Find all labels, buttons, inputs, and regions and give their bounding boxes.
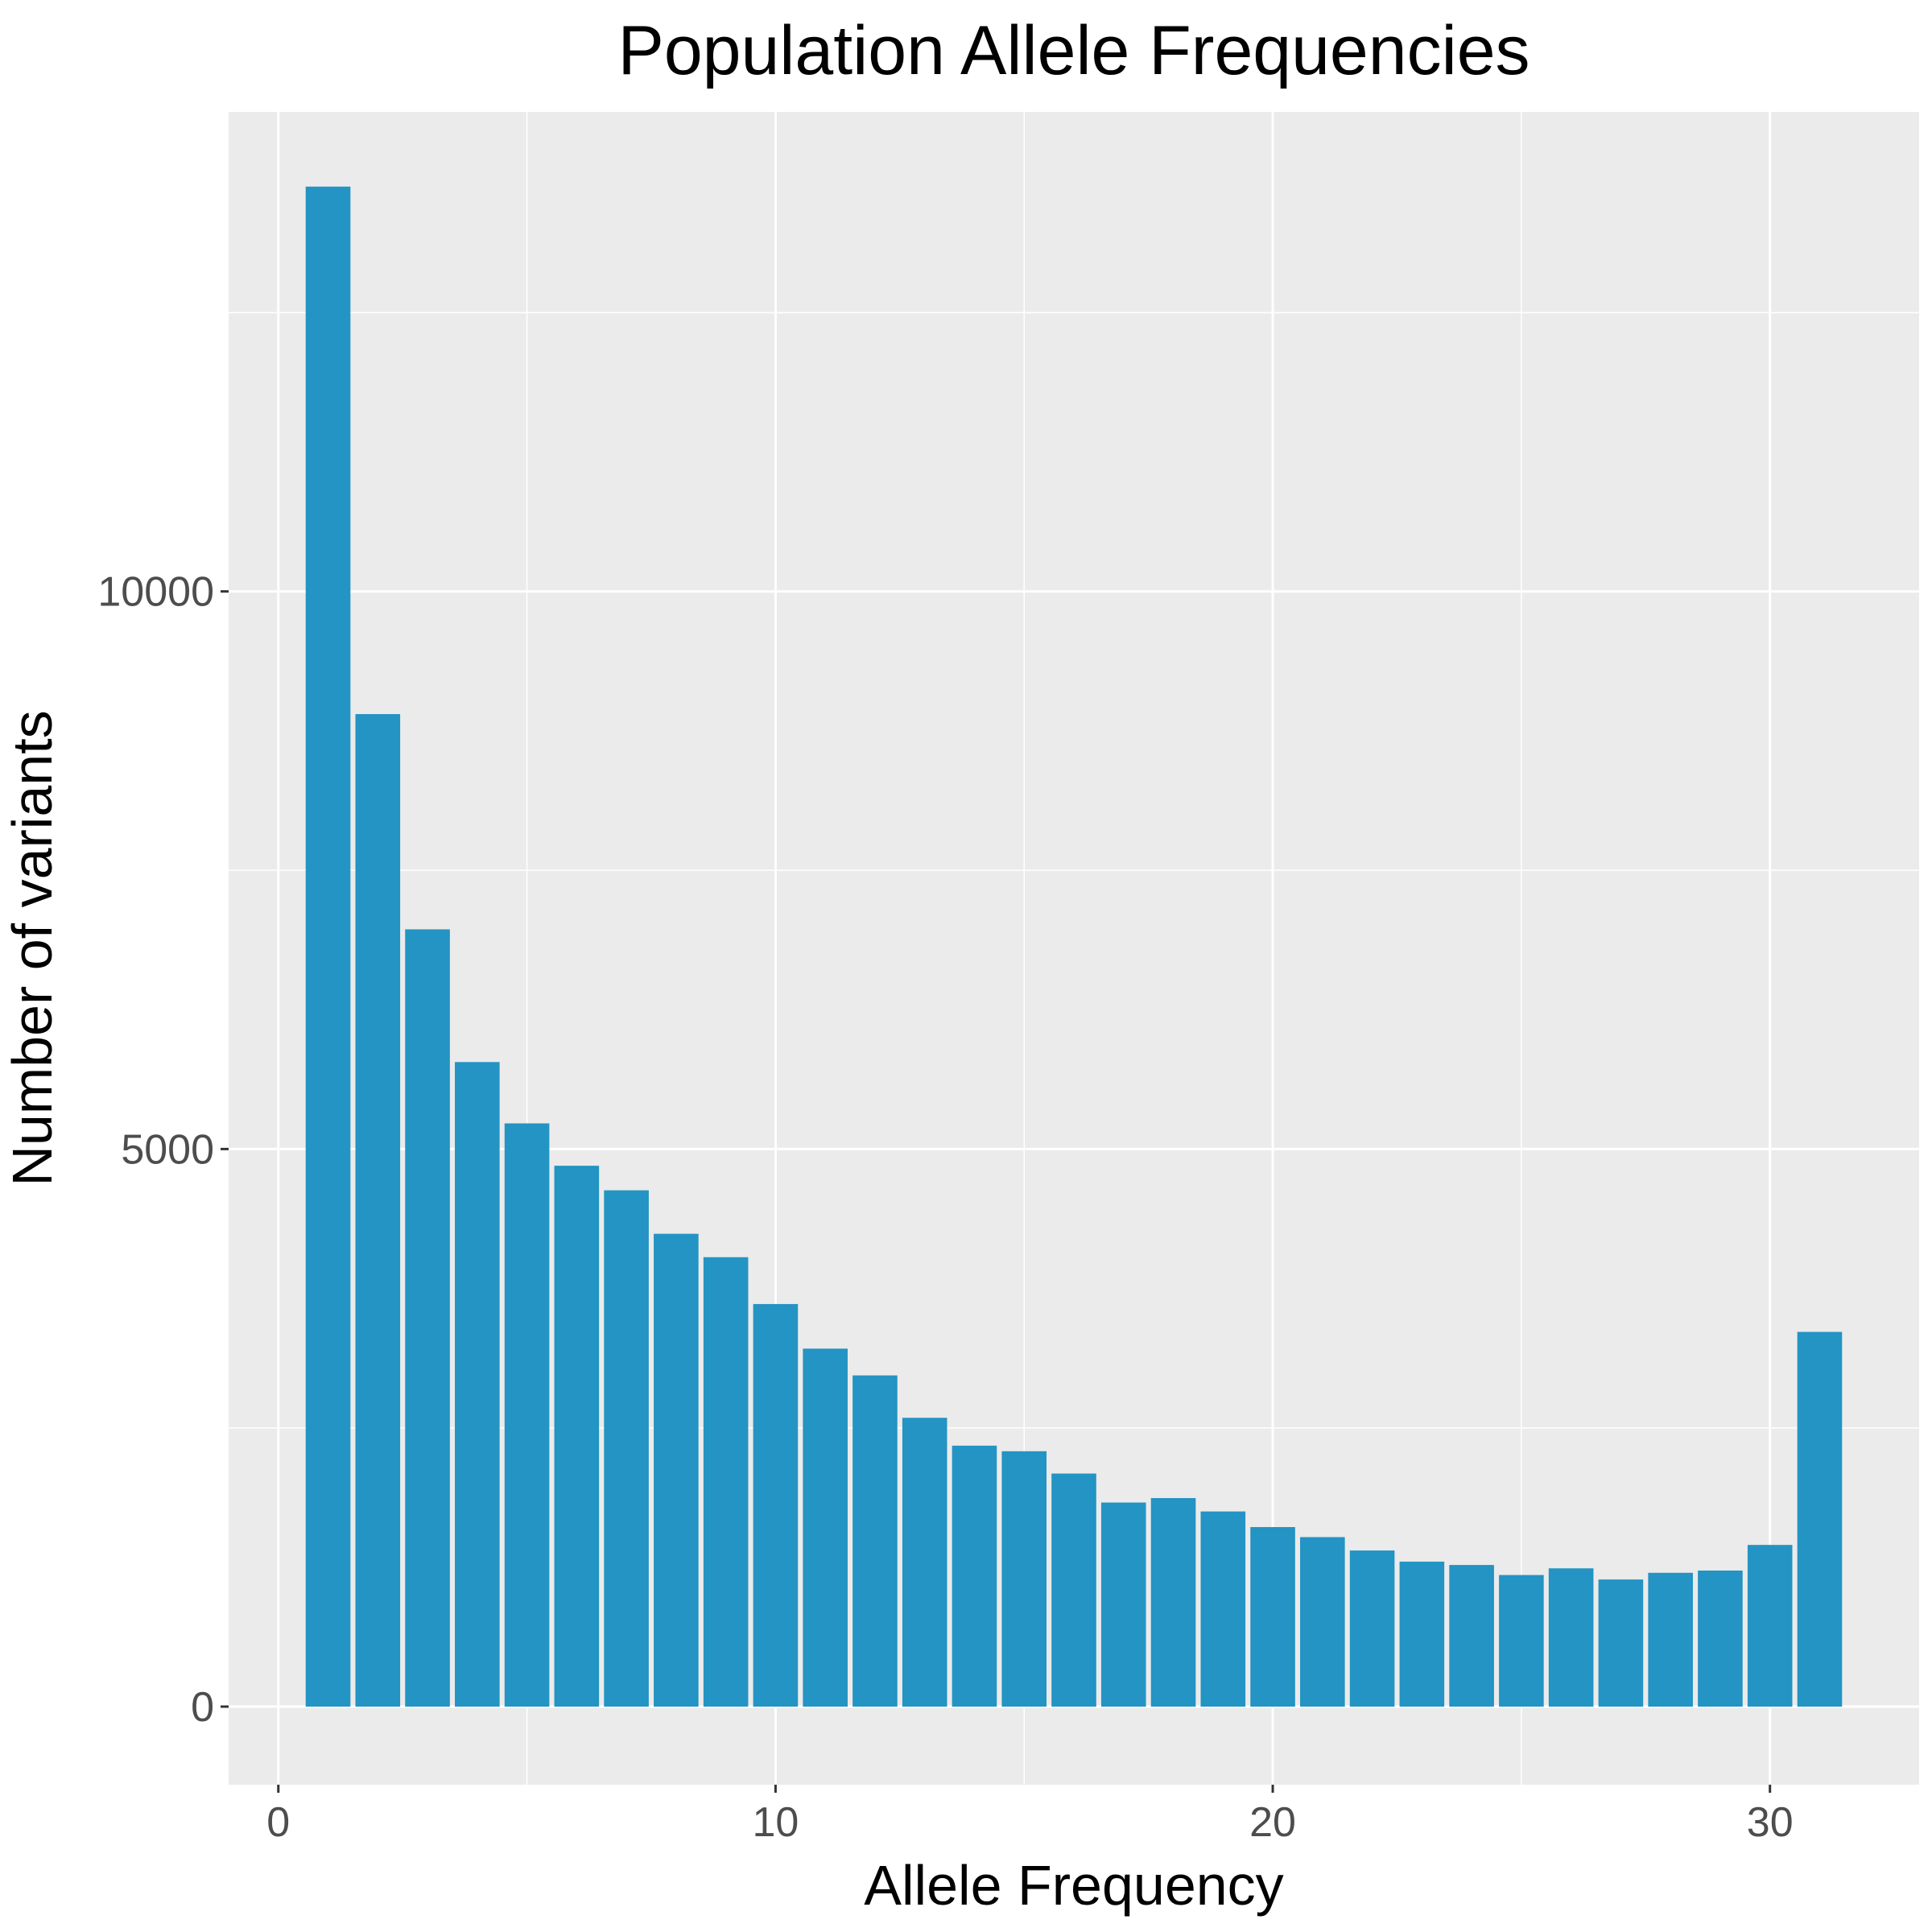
bar xyxy=(902,1418,947,1707)
bar xyxy=(355,714,401,1707)
x-tick-label: 20 xyxy=(1249,1799,1296,1846)
chart-title: Population Allele Frequencies xyxy=(617,12,1530,89)
x-tick-label: 0 xyxy=(266,1799,290,1846)
bar xyxy=(405,929,450,1707)
bar xyxy=(1100,1502,1146,1707)
bar xyxy=(1349,1550,1395,1707)
y-axis-title: Number of variants xyxy=(1,710,64,1186)
x-axis-title: Allele Frequency xyxy=(864,1854,1283,1917)
bar xyxy=(654,1233,699,1707)
bar xyxy=(504,1123,550,1707)
bar xyxy=(1747,1545,1793,1707)
bar xyxy=(1797,1331,1843,1707)
bar xyxy=(1449,1565,1494,1707)
bar xyxy=(554,1166,600,1707)
x-axis: 0 10 20 30 xyxy=(266,1785,1794,1846)
y-tick-label: 5000 xyxy=(121,1126,214,1173)
y-tick-label: 0 xyxy=(191,1684,214,1731)
bar xyxy=(1548,1568,1594,1707)
bar xyxy=(305,186,351,1707)
bar xyxy=(1051,1473,1096,1707)
bar xyxy=(1001,1451,1047,1707)
bar xyxy=(852,1375,898,1707)
bar xyxy=(753,1303,799,1707)
bar xyxy=(1648,1572,1693,1707)
bar xyxy=(1399,1561,1445,1707)
y-tick-label: 10000 xyxy=(97,569,214,616)
bar xyxy=(604,1190,649,1707)
bar xyxy=(703,1257,749,1707)
y-axis: 0 5000 10000 xyxy=(97,569,229,1731)
bar xyxy=(1250,1526,1295,1707)
bar xyxy=(455,1062,500,1707)
bars xyxy=(305,186,1843,1707)
bar xyxy=(1598,1579,1644,1707)
x-tick-label: 30 xyxy=(1747,1799,1794,1846)
bar xyxy=(1200,1511,1246,1707)
bar xyxy=(1300,1537,1345,1707)
bar xyxy=(803,1348,848,1707)
bar xyxy=(1150,1497,1196,1707)
bar xyxy=(1499,1575,1544,1707)
bar xyxy=(1698,1571,1743,1707)
x-tick-label: 10 xyxy=(752,1799,799,1846)
bar xyxy=(952,1445,997,1707)
